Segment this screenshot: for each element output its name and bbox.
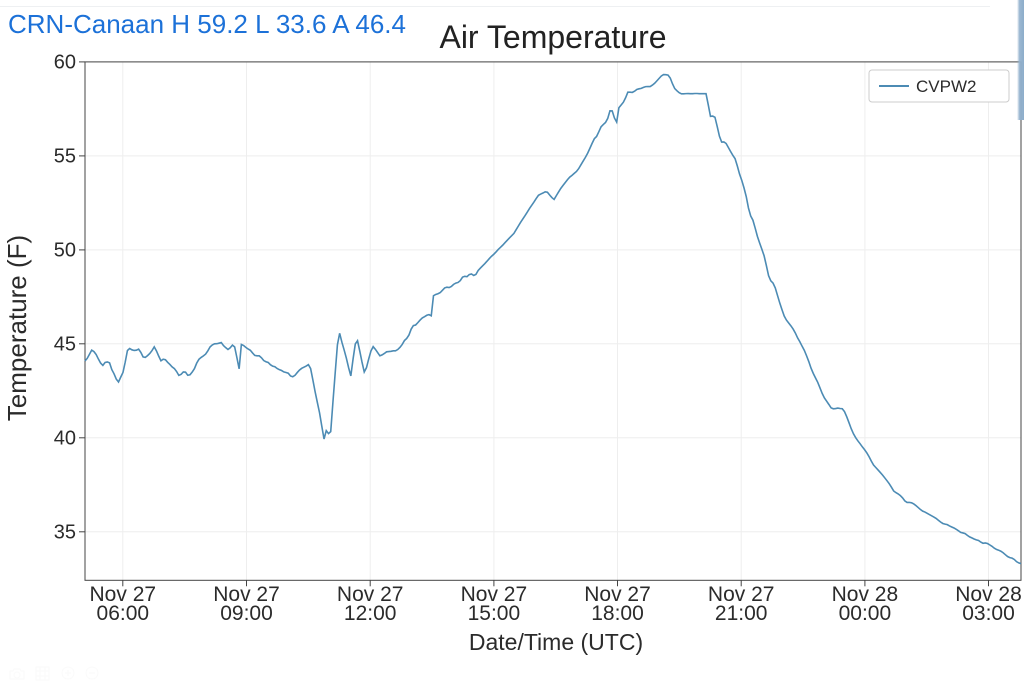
svg-text:18:00: 18:00: [591, 602, 644, 625]
svg-text:50: 50: [54, 239, 76, 261]
svg-text:00:00: 00:00: [839, 602, 892, 625]
svg-text:40: 40: [54, 427, 76, 449]
svg-text:45: 45: [54, 333, 76, 355]
svg-text:Date/Time (UTC): Date/Time (UTC): [469, 629, 643, 655]
svg-text:Temperature (F): Temperature (F): [2, 235, 32, 421]
svg-text:12:00: 12:00: [344, 602, 397, 625]
svg-text:Air Temperature: Air Temperature: [439, 19, 666, 55]
svg-text:60: 60: [54, 51, 76, 73]
svg-text:35: 35: [54, 521, 76, 543]
svg-text:55: 55: [54, 145, 76, 167]
svg-text:06:00: 06:00: [97, 602, 150, 625]
svg-text:CVPW2: CVPW2: [916, 77, 976, 96]
svg-text:15:00: 15:00: [468, 602, 521, 625]
svg-text:03:00: 03:00: [962, 602, 1015, 625]
svg-text:09:00: 09:00: [220, 602, 273, 625]
svg-text:21:00: 21:00: [715, 602, 768, 625]
